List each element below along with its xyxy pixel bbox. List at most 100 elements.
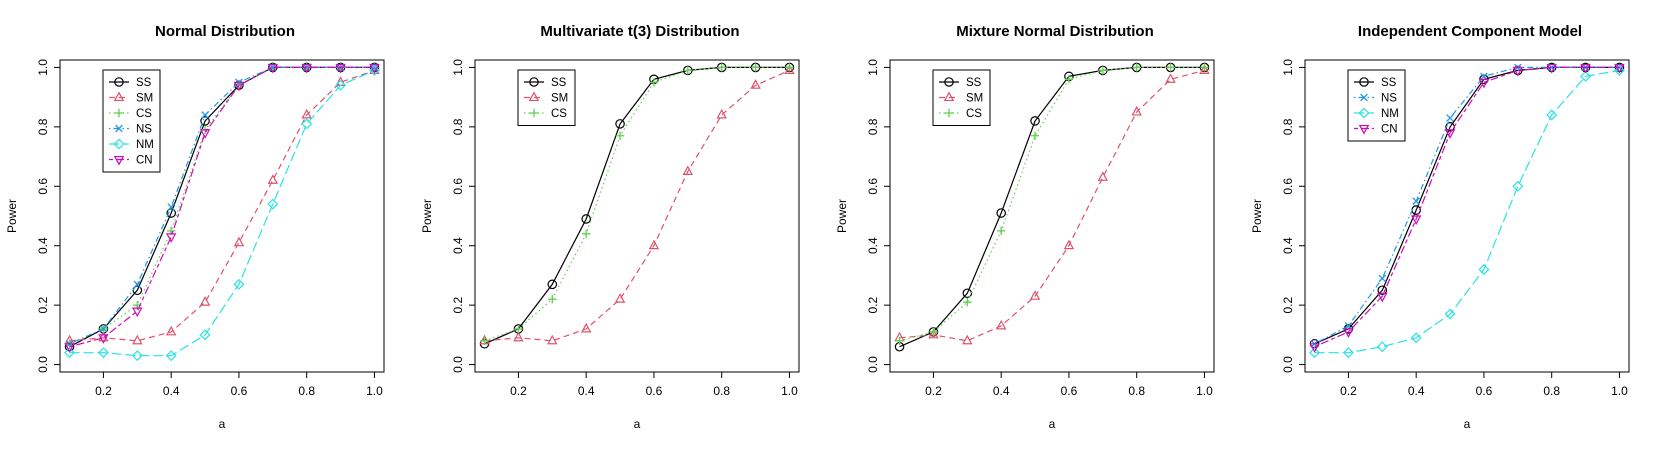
legend-label-ss: SS <box>551 77 567 89</box>
legend-marker-ss <box>944 77 954 87</box>
x-axis-label: a <box>1464 417 1471 431</box>
data-point-ss <box>200 116 210 126</box>
legend-label-ns: NS <box>1381 93 1397 105</box>
data-point-cn <box>1614 63 1625 74</box>
data-point-cn <box>1377 292 1388 303</box>
legend-label-cn: CN <box>136 155 153 167</box>
y-axis-label: Power <box>835 199 849 233</box>
data-point-sm <box>165 325 177 336</box>
data-point-sm <box>962 334 973 345</box>
y-axis-label: Power <box>5 199 19 233</box>
data-point-ns <box>1446 114 1454 122</box>
x-tick-label: 0.4 <box>993 384 1010 398</box>
y-tick-label: 0.0 <box>866 356 880 373</box>
x-tick-label: 0.6 <box>231 384 248 398</box>
x-tick-label: 0.4 <box>163 384 180 398</box>
legend-label-cs: CS <box>966 108 982 120</box>
data-point-nm <box>199 329 211 341</box>
data-point-nm <box>267 198 279 210</box>
y-tick-label: 0.8 <box>1281 118 1295 135</box>
data-point-sm <box>547 334 558 345</box>
legend-marker-sm <box>113 91 125 102</box>
data-point-cn <box>1580 63 1591 74</box>
legend-marker-nm <box>113 138 125 150</box>
y-tick-label: 0.4 <box>1281 237 1295 254</box>
data-point-cs <box>1098 66 1108 75</box>
series-sm <box>479 64 795 345</box>
y-tick-label: 0.6 <box>866 178 880 195</box>
data-point-ns <box>1378 274 1387 283</box>
data-point-cs <box>929 327 938 337</box>
data-point-nm <box>1410 332 1422 344</box>
y-tick-label: 1.0 <box>36 59 50 76</box>
data-point-cs <box>1132 63 1141 72</box>
data-point-sm <box>1199 64 1210 74</box>
legend-label-ns: NS <box>136 124 152 136</box>
data-point-sm <box>301 108 312 119</box>
x-tick-label: 1.0 <box>366 384 383 398</box>
x-tick-label: 0.8 <box>298 384 315 398</box>
data-point-nm <box>64 347 76 359</box>
chart-title: Independent Component Model <box>1358 23 1582 40</box>
y-tick-label: 0.6 <box>36 178 50 195</box>
series-nm <box>1309 64 1625 359</box>
data-point-ns <box>1344 322 1353 330</box>
x-tick-label: 1.0 <box>781 384 798 398</box>
legend-marker-cn <box>113 155 125 166</box>
chart-panel-4: Independent Component Model 0.2 0.4 0.6 0.8 1… <box>1250 23 1630 431</box>
data-point-cs <box>514 324 523 334</box>
data-point-ss <box>581 214 591 224</box>
y-axis-label: Power <box>1250 199 1264 233</box>
data-point-cs <box>1200 63 1209 72</box>
chart-title: Normal Distribution <box>155 23 295 40</box>
series-line-cs <box>899 66 1205 342</box>
y-tick-label: 1.0 <box>451 59 465 76</box>
data-point-cn <box>233 81 245 92</box>
series-line-sm <box>69 69 375 342</box>
legend-marker-ns <box>1360 93 1368 102</box>
legend: SS SM CS <box>517 69 576 126</box>
series-line-ss <box>484 66 790 345</box>
legend-label-cs: CS <box>551 108 567 120</box>
x-tick-label: 0.4 <box>578 384 595 398</box>
x-axis-label: a <box>1049 417 1056 431</box>
legend-label-ss: SS <box>136 77 152 89</box>
x-tick-label: 0.8 <box>1128 384 1145 398</box>
chart-panel-2: Multivariate t(3) Distribution 0.2 0.4 0.6 0… <box>420 23 800 431</box>
data-point-cs <box>581 229 591 239</box>
data-point-nm <box>1309 347 1321 359</box>
x-tick-label: 0.6 <box>1476 384 1493 398</box>
legend: SS NS NM CN <box>1347 69 1406 142</box>
x-tick-label: 0.2 <box>95 384 112 398</box>
data-point-nm <box>1444 308 1456 320</box>
data-point-cn <box>301 63 312 74</box>
series-line-nm <box>1314 69 1620 354</box>
data-point-nm <box>165 350 177 362</box>
data-point-cn <box>1512 66 1524 77</box>
x-tick-label: 0.8 <box>713 384 730 398</box>
series-cs <box>895 63 1209 345</box>
y-tick-label: 0.0 <box>451 356 465 373</box>
series-cs <box>480 63 794 345</box>
x-axis-label: a <box>634 417 641 431</box>
legend-marker-cs <box>944 108 954 118</box>
data-point-cn <box>369 63 380 74</box>
data-point-nm <box>335 79 347 91</box>
data-point-cn <box>1546 63 1557 74</box>
legend-label-cs: CS <box>136 108 152 120</box>
legend-label-sm: SM <box>551 93 568 105</box>
data-point-cs <box>548 295 557 304</box>
data-point-ns <box>133 280 142 289</box>
data-point-sm <box>784 64 795 74</box>
data-point-cn <box>64 343 75 353</box>
data-point-ss <box>962 288 973 299</box>
legend-marker-nm <box>1358 107 1370 119</box>
data-point-cs <box>480 336 489 345</box>
data-point-sm <box>1131 105 1142 116</box>
data-point-nm <box>1376 341 1388 353</box>
series-nm <box>64 64 380 362</box>
data-point-cs <box>1166 63 1175 72</box>
y-tick-label: 0.8 <box>36 118 50 135</box>
